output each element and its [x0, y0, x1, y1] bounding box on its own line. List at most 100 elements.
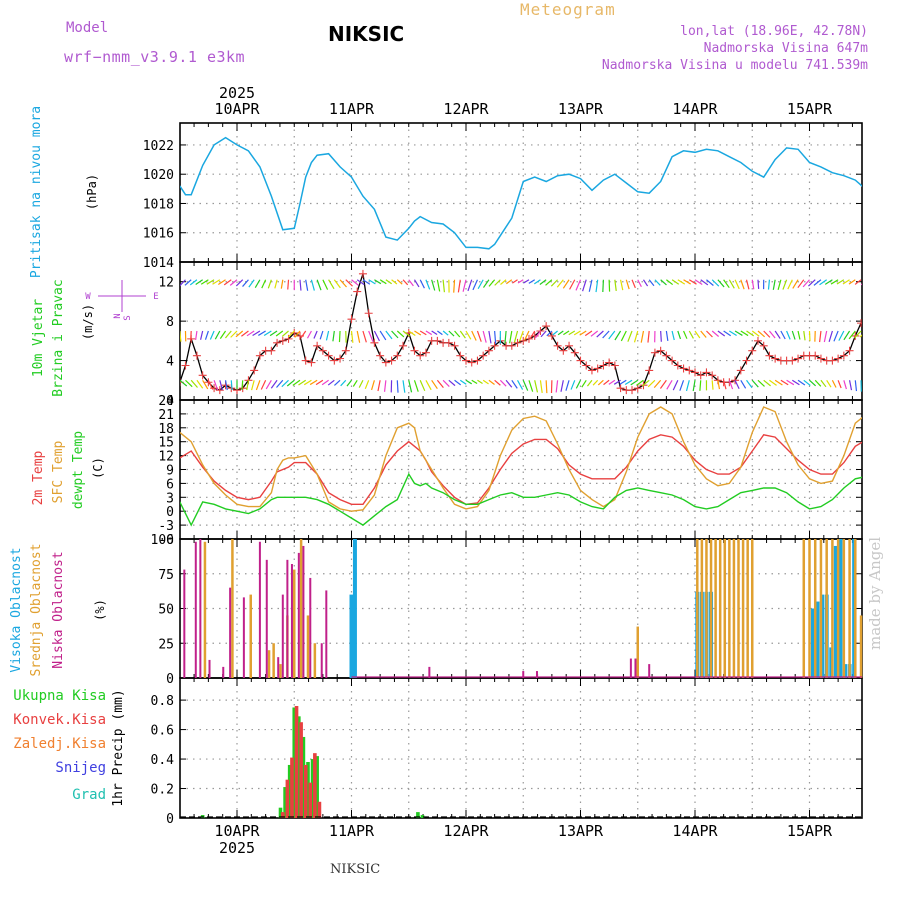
wind-arrow: [506, 279, 513, 285]
wind-arrow: [557, 330, 564, 336]
wind-marker: [524, 334, 533, 343]
wind-arrow: [499, 379, 507, 387]
model-elevation-text: Nadmorska Visina u modelu 741.539m: [601, 58, 868, 73]
cloud-bar: [833, 545, 838, 678]
wind-marker: [565, 341, 574, 350]
wind-arrow: [672, 380, 679, 391]
wind-arrow: [217, 279, 226, 285]
wind-marker: [816, 354, 825, 363]
wind-marker: [255, 351, 264, 360]
wind-arrow: [665, 330, 669, 342]
x-date-bottom: 15APR: [787, 822, 833, 840]
wind-arrow: [647, 379, 656, 388]
wind-arrow: [251, 380, 255, 391]
wind-arrow: [757, 279, 760, 289]
wind-arrow: [241, 380, 244, 390]
cloud-bar: [838, 539, 843, 678]
wind-arrow: [196, 379, 204, 389]
panel-1: [179, 122, 863, 263]
cloud-bar: [859, 615, 863, 678]
wind-arrow: [539, 380, 543, 394]
wind-marker: [198, 371, 207, 380]
y-tick-label: 1014: [143, 256, 174, 271]
wind-arrow: [780, 330, 786, 340]
wind-arrow: [436, 279, 441, 292]
cloud-bar: [746, 539, 749, 678]
wind-marker: [811, 351, 820, 360]
cloud-series-2: [203, 539, 863, 678]
wind-arrow: [575, 380, 582, 389]
wind-arrow: [214, 330, 221, 340]
wind-arrow: [189, 279, 198, 286]
wind-arrow: [711, 330, 720, 337]
wind-marker: [582, 361, 591, 370]
y-tick-label: 75: [158, 568, 174, 583]
cloud-bar: [728, 539, 731, 678]
wind-marker: [313, 341, 322, 350]
wind-arrow: [248, 279, 255, 288]
wind-arrow: [476, 330, 482, 342]
y-tick-label: 21: [158, 408, 174, 423]
wind-arrow: [837, 380, 842, 389]
wind-arrow: [627, 330, 633, 342]
wind-marker: [416, 351, 425, 360]
wind-arrow: [219, 380, 223, 391]
wind-arrow: [791, 330, 796, 340]
wind-arrow: [212, 279, 221, 285]
wind-arrow: [745, 279, 750, 290]
wind-arrow: [373, 330, 380, 342]
wind-arrow: [517, 279, 524, 284]
precip-bar: [317, 801, 322, 818]
precip-bar: [306, 762, 310, 818]
wind-arrow: [185, 379, 193, 388]
wind-arrow: [379, 330, 387, 341]
wind-arrow: [300, 330, 307, 339]
wind-marker: [771, 354, 780, 363]
wind-arrow: [338, 330, 341, 343]
wind-arrow: [641, 379, 650, 387]
wind-marker: [645, 366, 654, 375]
wind-arrow: [254, 279, 261, 288]
wind-marker: [691, 368, 699, 377]
precip-legend-4: Snijeg: [55, 760, 106, 776]
wind-arrow: [534, 330, 541, 339]
wind-arrow: [647, 330, 650, 343]
cloud-label-mid: Srednja Oblacnost: [29, 543, 44, 676]
wind-arrow: [350, 330, 354, 343]
wind-arrow: [396, 330, 405, 338]
cloud-units: (%): [93, 599, 107, 621]
wind-arrow: [528, 380, 534, 392]
cloud-bar: [831, 539, 834, 678]
model-name: wrf−nmm_v3.9.1 e3km: [64, 48, 246, 66]
wind-arrow: [780, 379, 789, 386]
wind-arrow: [356, 330, 361, 343]
wind-arrow: [636, 379, 644, 386]
wind-arrow: [332, 330, 335, 342]
wind-arrow: [579, 330, 587, 336]
wind-arrow: [200, 330, 204, 340]
pressure-units: (hPa): [85, 174, 99, 210]
wind-arrow: [431, 330, 438, 336]
wind-arrow: [294, 330, 301, 338]
wind-arrow: [229, 279, 238, 286]
wind-arrow: [774, 330, 781, 339]
wind-marker: [421, 348, 430, 357]
wind-arrow: [258, 330, 266, 336]
wind-arrow: [563, 330, 570, 336]
compass-e: E: [153, 292, 158, 302]
wind-arrow: [740, 279, 745, 290]
wind-arrow: [830, 279, 839, 285]
wind-marker: [708, 371, 717, 380]
wind-arrow: [471, 330, 477, 341]
wind-arrow: [688, 279, 697, 285]
wind-arrow: [608, 330, 616, 340]
precip-bar: [313, 753, 317, 818]
wind-arrow: [269, 330, 278, 337]
cloud-label-high: Visoka Oblacnost: [9, 547, 24, 672]
y-tick-label: 100: [151, 533, 174, 548]
wind-arrow: [358, 380, 364, 388]
wind-arrow: [267, 279, 272, 289]
wind-arrow: [200, 279, 209, 285]
wind-marker: [467, 358, 476, 367]
wind-arrow: [683, 330, 688, 339]
